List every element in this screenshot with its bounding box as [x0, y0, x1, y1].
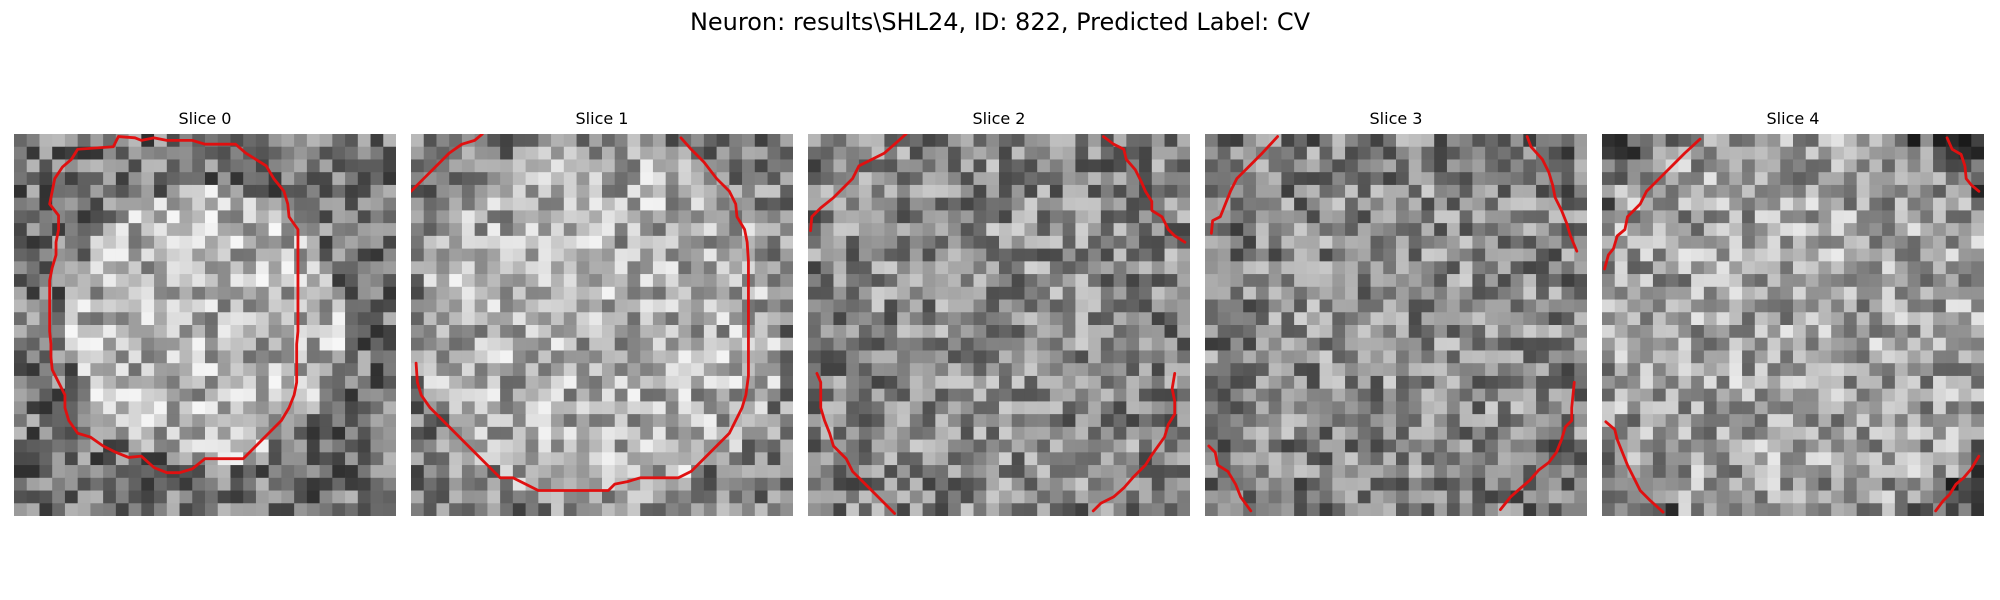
figure-title: Neuron: results\SHL24, ID: 822, Predicte… [0, 8, 2000, 36]
slice-panel-3: Slice 3 [1205, 110, 1587, 516]
slice-title-0: Slice 0 [14, 110, 396, 128]
pixel-grid-1 [411, 134, 793, 516]
pixel-grid-4 [1602, 134, 1984, 516]
slice-panel-1: Slice 1 [411, 110, 793, 516]
slice-title-3: Slice 3 [1205, 110, 1587, 128]
slice-image-0 [14, 134, 396, 516]
pixel-grid-2 [808, 134, 1190, 516]
slice-panel-0: Slice 0 [14, 110, 396, 516]
slice-panel-4: Slice 4 [1602, 110, 1984, 516]
slice-image-1 [411, 134, 793, 516]
pixel-grid-3 [1205, 134, 1587, 516]
slice-title-1: Slice 1 [411, 110, 793, 128]
slice-image-3 [1205, 134, 1587, 516]
slice-image-4 [1602, 134, 1984, 516]
slice-title-4: Slice 4 [1602, 110, 1984, 128]
slice-title-2: Slice 2 [808, 110, 1190, 128]
slice-image-2 [808, 134, 1190, 516]
slice-panel-2: Slice 2 [808, 110, 1190, 516]
